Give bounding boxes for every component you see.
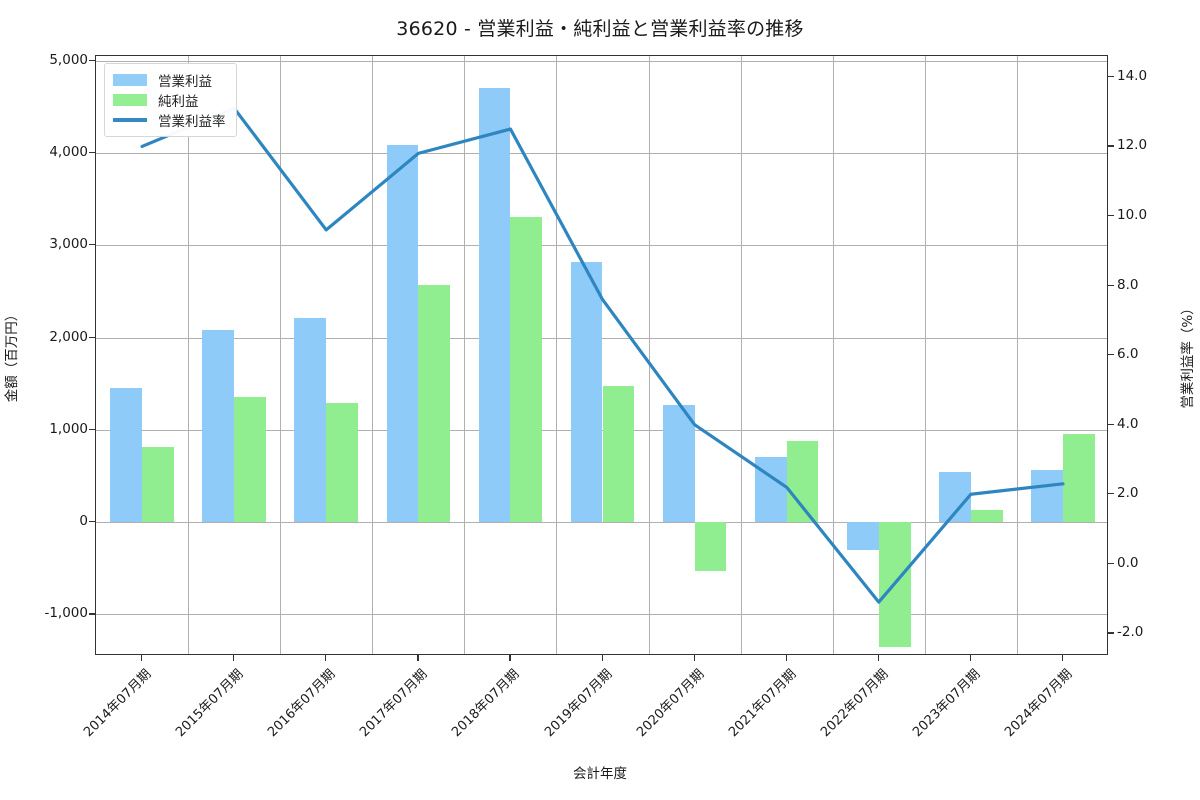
bar-operating-profit — [570, 261, 603, 523]
y-axis-right-tick-label: 0.0 — [1117, 554, 1139, 571]
bar-operating-profit — [754, 457, 787, 523]
bar-operating-profit — [386, 145, 419, 523]
bar-operating-profit — [662, 404, 695, 523]
y-axis-right-tick-mark — [1108, 284, 1114, 286]
y-axis-left-tick-label: -1,000 — [44, 605, 88, 622]
gridline-vertical — [648, 56, 650, 654]
bar-operating-profit — [847, 522, 879, 551]
legend-line-swatch — [113, 118, 147, 122]
legend-item[interactable]: 営業利益率 — [113, 110, 226, 130]
gridline-horizontal — [96, 522, 1107, 524]
bar-net-profit — [602, 386, 635, 523]
gridline-vertical — [740, 56, 742, 654]
bar-net-profit — [970, 509, 1003, 523]
y-axis-right-tick-label: 6.0 — [1117, 346, 1139, 363]
legend-item[interactable]: 純利益 — [113, 90, 226, 110]
x-axis-tick-mark — [693, 655, 695, 661]
x-axis-tick-mark — [233, 655, 235, 661]
bar-operating-profit — [202, 329, 235, 523]
bar-operating-profit — [478, 87, 511, 523]
y-axis-right-tick-label: 8.0 — [1117, 276, 1139, 293]
y-axis-left-tick-label: 4,000 — [49, 143, 88, 160]
gridline-vertical — [372, 56, 374, 654]
y-axis-left-tick-label: 5,000 — [49, 51, 88, 68]
y-axis-right-tick-mark — [1108, 632, 1114, 634]
y-axis-right-tick-mark — [1108, 562, 1114, 564]
gridline-horizontal — [96, 245, 1107, 247]
gridline-horizontal — [96, 614, 1107, 616]
y-axis-right-tick-mark — [1108, 354, 1114, 356]
y-axis-right-tick-label: 4.0 — [1117, 415, 1139, 432]
x-axis-tick-mark — [601, 655, 603, 661]
x-axis-tick-mark — [969, 655, 972, 661]
y-axis-right-tick-mark — [1108, 75, 1114, 78]
y-axis-left-tick-label: 1,000 — [49, 420, 88, 437]
x-axis-tick-mark — [141, 655, 143, 661]
gridline-vertical — [924, 56, 926, 654]
gridline-horizontal — [96, 152, 1107, 154]
legend-bar-swatch — [113, 74, 147, 86]
bar-net-profit — [694, 522, 727, 571]
line-series-svg — [140, 106, 1065, 604]
y-axis-left-tick-mark — [89, 244, 95, 246]
y-axis-left-label: 金額（百万円） — [4, 307, 20, 403]
y-axis-right-tick-label: -2.0 — [1117, 624, 1144, 641]
bar-net-profit — [418, 284, 451, 523]
gridline-vertical — [1016, 56, 1018, 654]
y-axis-right-tick-mark — [1108, 215, 1114, 217]
y-axis-right-tick-mark — [1108, 493, 1114, 495]
y-axis-right-tick-label: 12.0 — [1117, 137, 1148, 154]
y-axis-left-tick-label: 0 — [79, 513, 88, 530]
y-axis-left-tick-mark — [89, 59, 95, 61]
y-axis-right-tick-label: 2.0 — [1117, 485, 1139, 502]
legend-item-label: 営業利益率 — [158, 114, 226, 130]
gridline-vertical — [188, 56, 190, 654]
x-axis-label: 会計年度 — [573, 766, 627, 782]
gridline-vertical — [464, 56, 466, 654]
y-axis-right-tick-label: 10.0 — [1117, 207, 1148, 223]
bar-net-profit — [510, 217, 543, 523]
y-axis-left-tick-mark — [89, 521, 95, 523]
legend-bar-swatch — [113, 94, 147, 106]
gridline-horizontal — [96, 60, 1107, 62]
y-axis-left-tick-label: 3,000 — [49, 236, 88, 253]
gridline-vertical — [280, 56, 282, 654]
legend-item-label: 営業利益 — [158, 74, 212, 90]
x-axis-tick-mark — [325, 655, 327, 661]
bar-net-profit — [878, 522, 911, 647]
chart-legend: 営業利益純利益営業利益率 — [104, 63, 237, 137]
y-axis-right-tick-mark — [1108, 423, 1114, 425]
bar-net-profit — [786, 440, 819, 523]
x-axis-tick-mark — [785, 655, 787, 661]
bar-operating-profit — [110, 388, 143, 523]
legend-item-label: 純利益 — [158, 94, 199, 110]
gridline-vertical — [556, 56, 558, 654]
y-axis-left-tick-mark — [89, 613, 95, 615]
bar-net-profit — [234, 397, 266, 523]
y-axis-left-tick-mark — [89, 336, 95, 338]
bar-net-profit — [1062, 434, 1095, 523]
x-axis-tick-mark — [509, 655, 511, 661]
gridline-vertical — [832, 56, 834, 654]
bar-net-profit — [326, 403, 358, 523]
y-axis-right-tick-mark — [1108, 145, 1114, 147]
y-axis-left-tick-mark — [89, 151, 95, 154]
y-axis-right-tick-label: 14.0 — [1117, 67, 1148, 84]
y-axis-left-tick-mark — [89, 428, 95, 431]
bar-net-profit — [142, 447, 174, 523]
bar-operating-profit — [294, 317, 327, 523]
legend-item[interactable]: 営業利益 — [113, 70, 226, 90]
chart-title: 36620 - 営業利益・純利益と営業利益率の推移 — [396, 18, 804, 40]
x-axis-tick-mark — [1061, 655, 1064, 661]
bar-operating-profit — [1031, 469, 1063, 523]
x-axis-tick-mark — [417, 655, 419, 661]
plot-area — [95, 55, 1108, 655]
y-axis-left-tick-label: 2,000 — [49, 328, 88, 345]
x-axis-tick-mark — [877, 655, 879, 661]
bar-operating-profit — [939, 472, 971, 523]
